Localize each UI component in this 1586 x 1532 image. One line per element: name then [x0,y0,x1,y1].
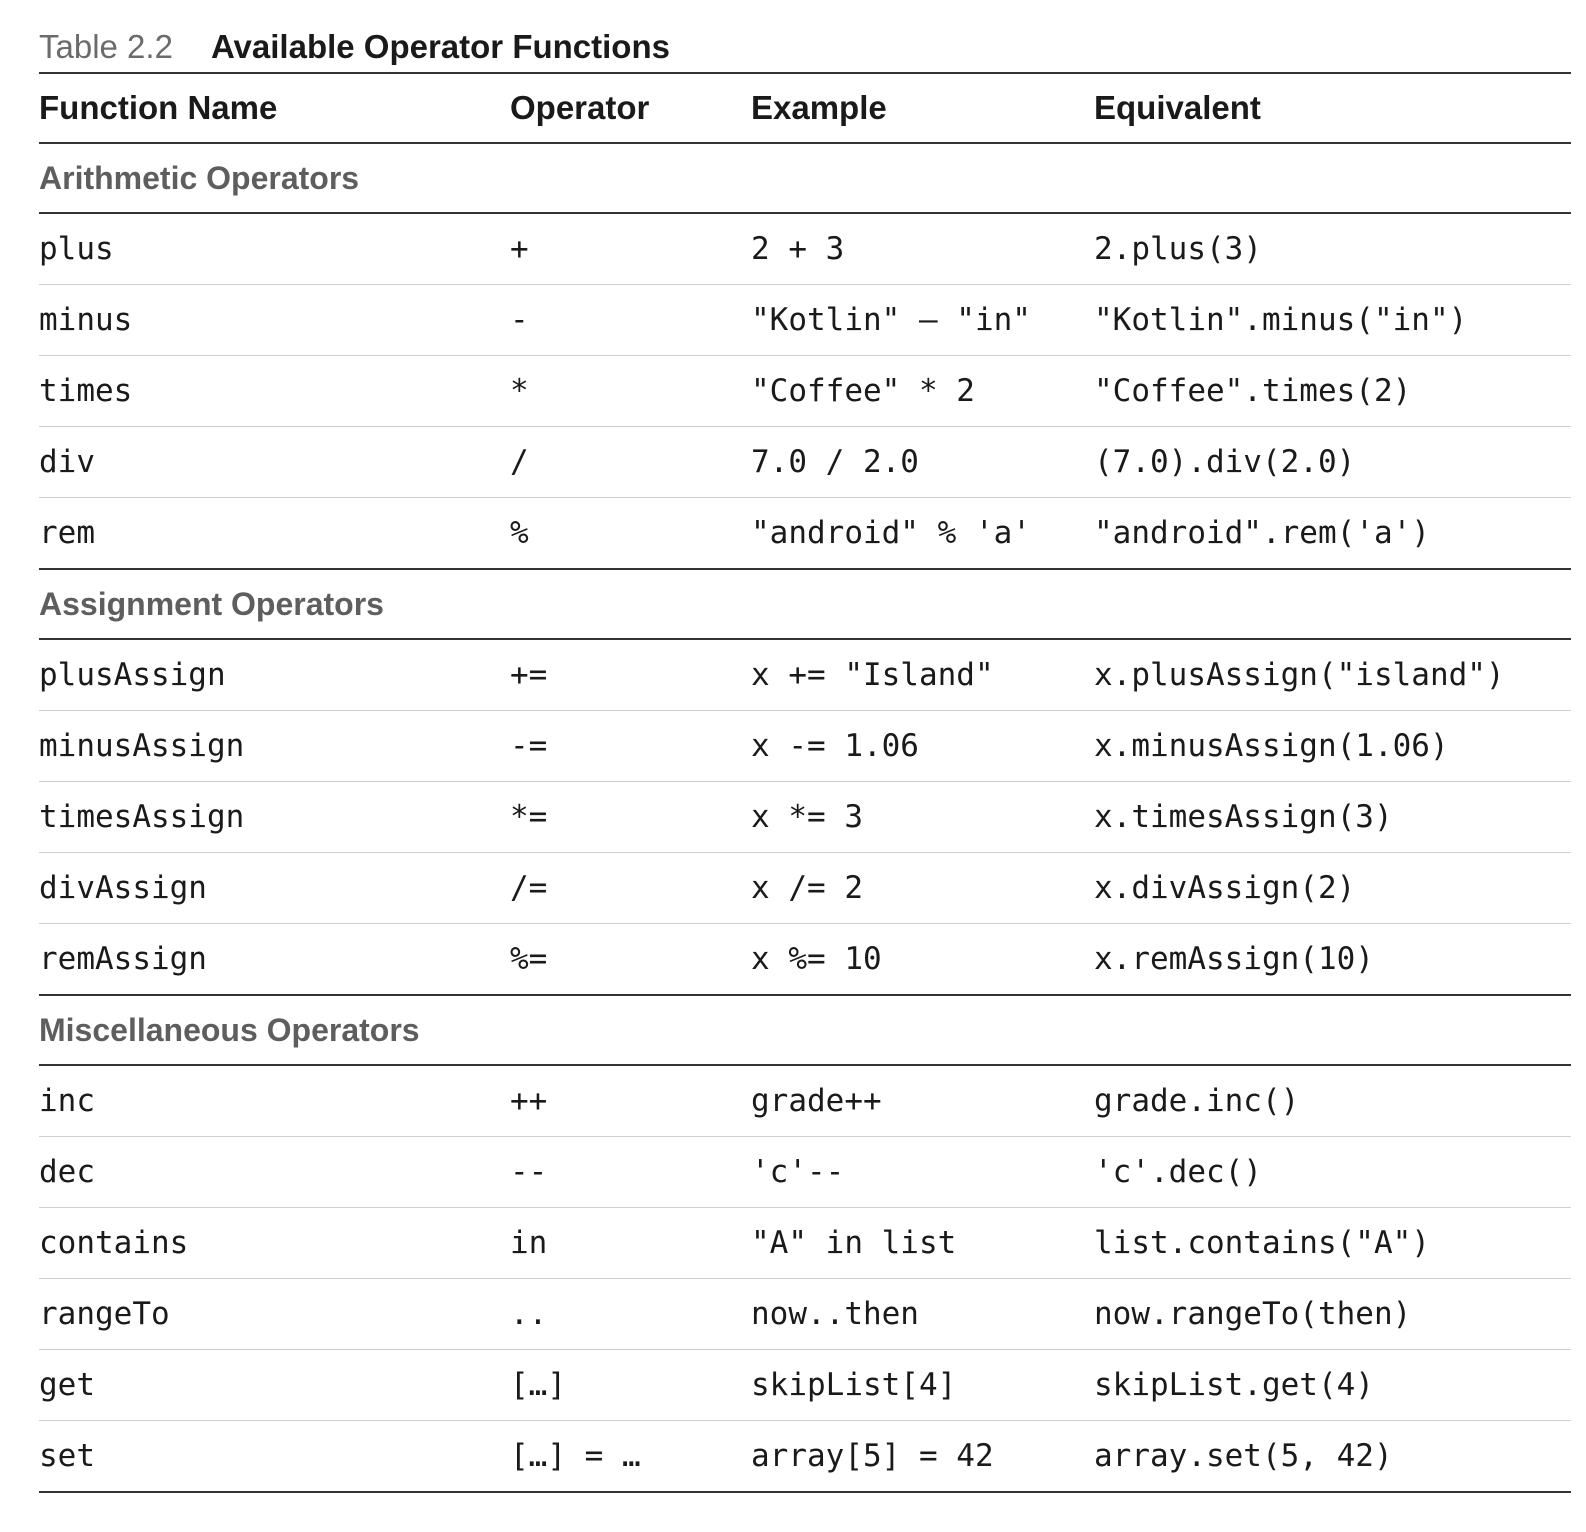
table-row: remAssign %= x %= 10 x.remAssign(10) [39,924,1571,996]
function-name-cell: timesAssign [39,799,245,835]
function-name-cell: times [39,373,133,409]
example-cell: array[5] = 42 [751,1438,994,1474]
example-cell: x += "Island" [751,657,994,693]
function-name-cell: plusAssign [39,657,226,693]
table-row: inc ++ grade++ grade.inc() [39,1066,1571,1137]
equivalent-cell: 2.plus(3) [1094,231,1262,267]
function-name-cell: remAssign [39,941,207,977]
equivalent-cell: x.minusAssign(1.06) [1094,728,1449,764]
table-row: dec -- 'c'-- 'c'.dec() [39,1137,1571,1208]
function-name-cell: minusAssign [39,728,245,764]
table-row: div / 7.0 / 2.0 (7.0).div(2.0) [39,427,1571,498]
operator-cell: […] [510,1367,566,1403]
table-row: plusAssign += x += "Island" x.plusAssign("i… [39,640,1571,711]
example-cell: "A" in list [751,1225,957,1261]
table-row: plus +2 + 3 2.plus(3) [39,214,1571,285]
operator-cell: += [510,657,548,693]
operator-cell: -= [510,728,548,764]
table-body: Arithmetic Operators plus +2 + 3 2.plus(3) m… [39,144,1571,1493]
example-cell: grade++ [751,1083,882,1119]
table-row: rangeTo.. now..then now.rangeTo(then) [39,1279,1571,1350]
example-cell: "Kotlin" – "in" [751,302,1031,338]
operator-cell: ++ [510,1083,548,1119]
section-header: Assignment Operators [39,570,1571,640]
function-name-cell: rem [39,515,95,551]
table-number: Table 2.2 [39,28,173,65]
section-header: Miscellaneous Operators [39,996,1571,1066]
column-header-function-name: Function Name [39,89,278,126]
equivalent-cell: x.timesAssign(3) [1094,799,1393,835]
section-header: Arithmetic Operators [39,144,1571,214]
function-name-cell: dec [39,1154,95,1190]
column-header-operator: Operator [510,89,650,126]
example-cell: now..then [751,1296,919,1332]
table-title: Available Operator Functions [210,28,670,65]
table-row: set […] = … array[5] = 42 array.set(5, 42) [39,1421,1571,1493]
function-name-cell: contains [39,1225,189,1261]
table-row: get […] skipList[4] skipList.get(4) [39,1350,1571,1421]
operator-functions-table: Table 2.2 Available Operator Functions F… [39,22,1571,1493]
function-name-cell: get [39,1367,95,1403]
operator-cell: /= [510,870,548,906]
operator-cell: * [510,373,529,409]
example-cell: 'c'-- [751,1154,845,1190]
column-header-equivalent: Equivalent [1094,89,1261,126]
example-cell: "Coffee" * 2 [751,373,975,409]
example-cell: x *= 3 [751,799,863,835]
operator-cell: […] = … [510,1438,641,1474]
function-name-cell: rangeTo [39,1296,170,1332]
equivalent-cell: "android".rem('a') [1094,515,1430,551]
operator-cell: *= [510,799,548,835]
operator-cell: / [510,444,529,480]
equivalent-cell: grade.inc() [1094,1083,1300,1119]
function-name-cell: minus [39,302,133,338]
function-name-cell: div [39,444,95,480]
table-row: minusAssign -= x -= 1.06 x.minusAssign(1.06… [39,711,1571,782]
equivalent-cell: x.divAssign(2) [1094,870,1356,906]
operator-cell: - [510,302,529,338]
table-header-row: Function Name Operator Example Equivalen… [39,74,1571,144]
table-row: contains in "A" in list list.contains("A") [39,1208,1571,1279]
operator-cell: -- [510,1154,548,1190]
operator-cell: % [510,515,529,551]
operator-cell: .. [510,1296,548,1332]
example-cell: "android" % 'a' [751,515,1031,551]
equivalent-cell: list.contains("A") [1094,1225,1430,1261]
equivalent-cell: "Coffee".times(2) [1094,373,1412,409]
example-cell: x /= 2 [751,870,863,906]
example-cell: 2 + 3 [751,231,845,267]
equivalent-cell: "Kotlin".minus("in") [1094,302,1468,338]
equivalent-cell: x.plusAssign("island") [1094,657,1505,693]
table-caption: Table 2.2 Available Operator Functions [39,22,1571,74]
equivalent-cell: 'c'.dec() [1094,1154,1262,1190]
equivalent-cell: (7.0).div(2.0) [1094,444,1356,480]
table-row: times * "Coffee" * 2 "Coffee".times(2) [39,356,1571,427]
table-row: divAssign /= x /= 2 x.divAssign(2) [39,853,1571,924]
function-name-cell: inc [39,1083,95,1119]
equivalent-cell: x.remAssign(10) [1094,941,1374,977]
equivalent-cell: skipList.get(4) [1094,1367,1374,1403]
example-cell: 7.0 / 2.0 [751,444,919,480]
table-row: rem% "android" % 'a' "android".rem('a') [39,498,1571,570]
function-name-cell: set [39,1438,95,1474]
operator-cell: + [510,231,529,267]
example-cell: skipList[4] [751,1367,957,1403]
equivalent-cell: now.rangeTo(then) [1094,1296,1412,1332]
function-name-cell: divAssign [39,870,207,906]
table-row: timesAssign *= x *= 3 x.timesAssign(3) [39,782,1571,853]
function-name-cell: plus [39,231,114,267]
column-header-example: Example [751,89,887,126]
table-row: minus - "Kotlin" – "in" "Kotlin".minus("in"… [39,285,1571,356]
equivalent-cell: array.set(5, 42) [1094,1438,1393,1474]
operator-cell: in [510,1225,548,1261]
operator-cell: %= [510,941,548,977]
example-cell: x -= 1.06 [751,728,919,764]
example-cell: x %= 10 [751,941,882,977]
